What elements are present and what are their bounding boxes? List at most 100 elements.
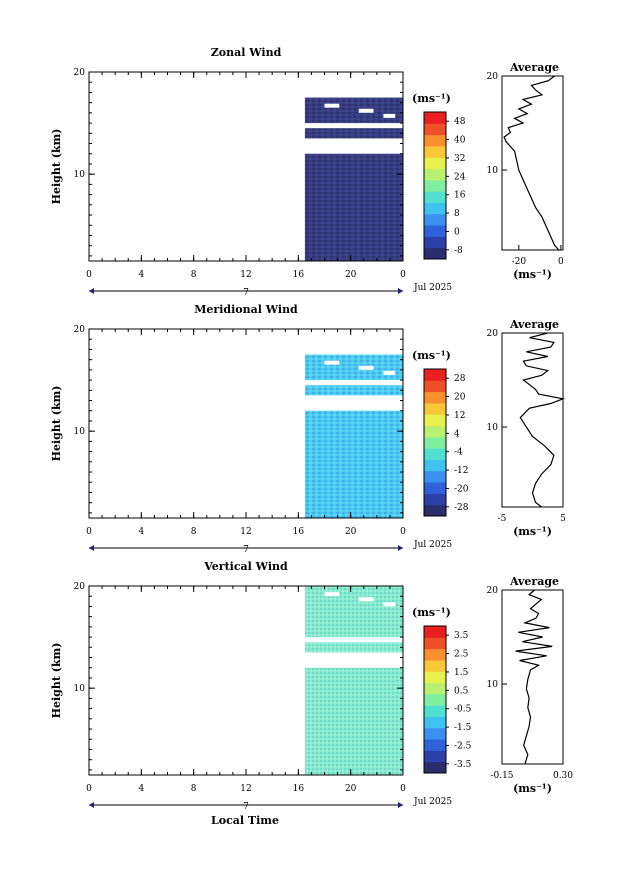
heatmap-band	[304, 97, 403, 124]
colorbar-tick-label: 0	[454, 227, 460, 237]
colorbar-segment	[424, 168, 446, 181]
average-x-tick-label: -0.15	[490, 771, 513, 781]
x-tick-label: 16	[293, 784, 305, 794]
colorbar-tick-label: 20	[454, 393, 466, 403]
x-tick-label: 0	[86, 784, 92, 794]
average-title: Average	[509, 61, 559, 74]
average-x-tick-label: 5	[560, 514, 566, 524]
heatmap-band	[304, 667, 403, 775]
colorbar-segment	[424, 482, 446, 494]
average-y-tick-label: 20	[487, 72, 499, 82]
colorbar-frame	[423, 368, 447, 517]
colorbar-segment	[424, 191, 446, 203]
average-y-tick-label: 10	[487, 680, 499, 690]
colorbar-tick-label: -8	[454, 246, 463, 256]
data-gap	[383, 370, 396, 375]
colorbar-frame	[423, 111, 447, 260]
data-gap	[324, 360, 340, 365]
colorbar-frame	[423, 625, 447, 774]
x-tick-label: 8	[191, 527, 197, 537]
colorbar-segment	[424, 157, 446, 170]
day-bar-end-arrow	[398, 288, 403, 294]
data-gap	[383, 113, 396, 118]
x-tick-label: 0	[400, 784, 406, 794]
colorbar-segment	[424, 761, 446, 774]
y-tick-label: 20	[74, 582, 86, 592]
x-tick-label: 4	[138, 527, 144, 537]
average-y-tick-label: 10	[487, 423, 499, 433]
colorbar-segment	[424, 134, 446, 147]
y-tick-label: 10	[74, 170, 86, 180]
heatmap-band	[304, 128, 403, 139]
colorbar-tick-label: 16	[454, 191, 466, 201]
day-bar-end-arrow	[398, 802, 403, 808]
day-marker: 7	[243, 545, 249, 555]
average-x-axis-title: (ms⁻¹)	[513, 525, 552, 538]
colorbar-tick-label: 2.5	[454, 650, 469, 660]
colorbar-tick-label: 40	[454, 136, 466, 146]
x-tick-label: 4	[138, 784, 144, 794]
x-tick-label: 16	[293, 527, 305, 537]
colorbar-segment	[424, 391, 446, 404]
colorbar-segment	[424, 637, 446, 650]
heatmap-band	[304, 153, 403, 261]
average-x-tick-label: -5	[498, 514, 507, 524]
day-marker: 7	[243, 288, 249, 298]
date-label: Jul 2025	[413, 797, 452, 807]
panel-meridional: Meridional Wind 0 4 8 12 16 20 0 10 20 Height (km)…	[50, 303, 566, 555]
colorbar-segment	[424, 123, 446, 136]
average-profile-line	[519, 332, 566, 508]
colorbar-segment	[424, 716, 446, 729]
colorbar-tick-label: -20	[454, 484, 469, 494]
panel-vertical: Vertical Wind 0 4 8 12 16 20 0 10 20 Height (km) 7 J…	[50, 560, 573, 812]
colorbar-segment	[424, 369, 446, 381]
heatmap-band	[304, 385, 403, 396]
day-bar-start-arrow	[89, 802, 94, 808]
average-x-tick-label: 0	[558, 257, 564, 267]
average-y-tick-label: 20	[487, 586, 499, 596]
average-x-tick-label: 0.30	[553, 771, 573, 781]
data-gap	[324, 103, 340, 108]
average-profile-line	[503, 75, 560, 251]
colorbar-unit: (ms⁻¹)	[412, 349, 451, 362]
heatmap-band	[304, 410, 403, 518]
colorbar-tick-label: -0.5	[454, 705, 472, 715]
panel-title: Zonal Wind	[211, 46, 282, 59]
x-tick-label: 8	[191, 270, 197, 280]
x-tick-label: 20	[345, 527, 357, 537]
colorbar-segment	[424, 626, 446, 638]
x-tick-label: 12	[240, 527, 251, 537]
day-bar-start-arrow	[89, 545, 94, 551]
average-x-tick-label: -20	[512, 257, 527, 267]
colorbar-tick-label: 32	[454, 154, 465, 164]
colorbar-segment	[424, 179, 446, 192]
colorbar-tick-label: 8	[454, 209, 460, 219]
colorbar-segment	[424, 247, 446, 260]
average-y-tick-label: 20	[487, 329, 499, 339]
data-gap	[383, 602, 396, 607]
colorbar-tick-label: 24	[454, 172, 466, 182]
colorbar-tick-label: -3.5	[454, 760, 472, 770]
date-label: Jul 2025	[413, 540, 452, 550]
colorbar-unit: (ms⁻¹)	[412, 92, 451, 105]
date-label: Jul 2025	[413, 283, 452, 293]
x-tick-label: 20	[345, 270, 357, 280]
data-gap	[358, 365, 374, 370]
average-title: Average	[509, 575, 559, 588]
colorbar-segment	[424, 739, 446, 751]
colorbar-segment	[424, 112, 446, 124]
colorbar-tick-label: -4	[454, 448, 463, 458]
panel-title: Meridional Wind	[194, 303, 298, 316]
colorbar-tick-label: -12	[454, 466, 469, 476]
colorbar-segment	[424, 213, 446, 226]
colorbar-segment	[424, 448, 446, 460]
y-tick-label: 10	[74, 684, 86, 694]
x-tick-label: 0	[86, 527, 92, 537]
data-gap	[358, 108, 374, 113]
average-frame	[501, 589, 564, 765]
colorbar-tick-label: 3.5	[454, 631, 469, 641]
y-axis-title: Height (km)	[50, 386, 63, 462]
x-tick-label: 4	[138, 270, 144, 280]
colorbar-tick-label: 28	[454, 374, 466, 384]
